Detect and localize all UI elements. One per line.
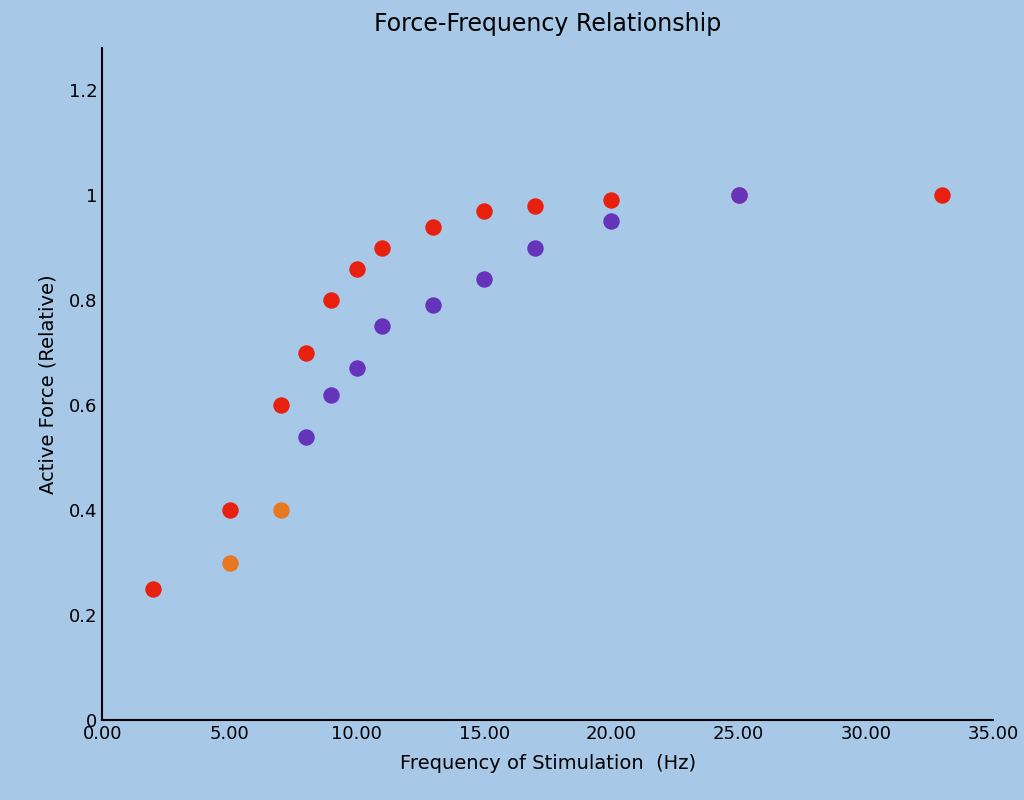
Point bbox=[221, 556, 238, 569]
X-axis label: Frequency of Stimulation  (Hz): Frequency of Stimulation (Hz) bbox=[399, 754, 696, 773]
Point bbox=[349, 262, 366, 275]
Point bbox=[374, 320, 390, 333]
Point bbox=[603, 215, 620, 228]
Point bbox=[324, 388, 340, 401]
Point bbox=[272, 398, 289, 411]
Point bbox=[730, 189, 746, 202]
Point bbox=[730, 189, 746, 202]
Point bbox=[425, 220, 441, 233]
Point bbox=[298, 430, 314, 443]
Point bbox=[298, 346, 314, 359]
Point bbox=[145, 582, 162, 595]
Point bbox=[527, 199, 544, 212]
Title: Force-Frequency Relationship: Force-Frequency Relationship bbox=[374, 12, 722, 36]
Point bbox=[603, 194, 620, 206]
Point bbox=[934, 189, 950, 202]
Point bbox=[425, 299, 441, 312]
Point bbox=[349, 362, 366, 374]
Point bbox=[476, 273, 493, 286]
Point bbox=[324, 294, 340, 306]
Point bbox=[527, 241, 544, 254]
Point bbox=[476, 204, 493, 217]
Y-axis label: Active Force (Relative): Active Force (Relative) bbox=[39, 274, 57, 494]
Point bbox=[221, 504, 238, 517]
Point bbox=[374, 241, 390, 254]
Point bbox=[272, 504, 289, 517]
